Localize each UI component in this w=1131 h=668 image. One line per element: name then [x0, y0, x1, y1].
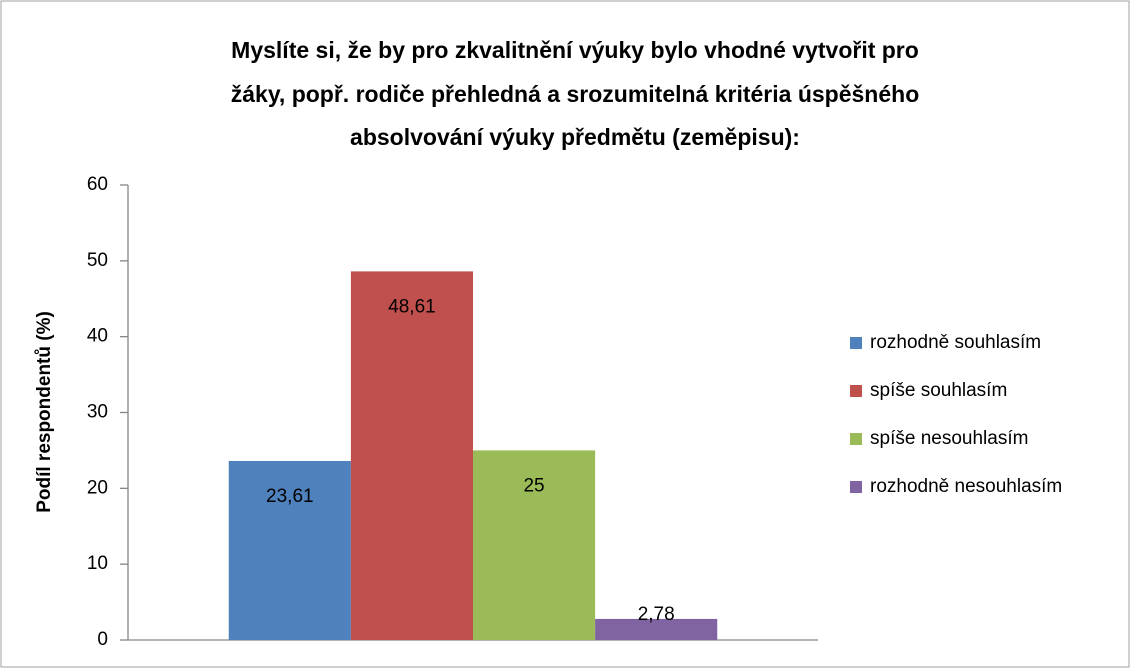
y-tick-label: 50	[87, 250, 108, 271]
chart-title: Myslíte si, že by pro zkvalitnění výuky …	[231, 37, 919, 63]
bar	[350, 271, 473, 640]
bar	[595, 618, 718, 640]
y-tick-label: 60	[87, 174, 108, 195]
value-label: 25	[523, 475, 544, 496]
bar	[473, 450, 596, 640]
y-tick-label: 40	[87, 326, 108, 347]
y-tick-label: 20	[87, 477, 108, 498]
legend-swatch	[850, 481, 862, 493]
y-tick-label: 30	[87, 402, 108, 423]
legend-swatch	[850, 385, 862, 397]
legend-label: rozhodně nesouhlasím	[870, 476, 1062, 497]
value-label: 2,78	[638, 604, 675, 625]
legend-label: spíše nesouhlasím	[870, 428, 1028, 449]
chart-title: žáky, popř. rodiče přehledná a srozumite…	[231, 81, 920, 107]
legend-label: rozhodně souhlasím	[870, 332, 1041, 353]
y-axis-label: Podíl respondentů (%)	[34, 311, 55, 513]
y-tick-label: 0	[97, 629, 108, 650]
bar	[228, 460, 351, 640]
value-label: 23,61	[266, 486, 314, 507]
legend-swatch	[850, 433, 862, 445]
value-label: 48,61	[388, 296, 436, 317]
chart-title: absolvování výuky předmětu (zeměpisu):	[350, 124, 800, 150]
legend-label: spíše souhlasím	[870, 380, 1007, 401]
y-tick-label: 10	[87, 553, 108, 574]
legend-swatch	[850, 337, 862, 349]
